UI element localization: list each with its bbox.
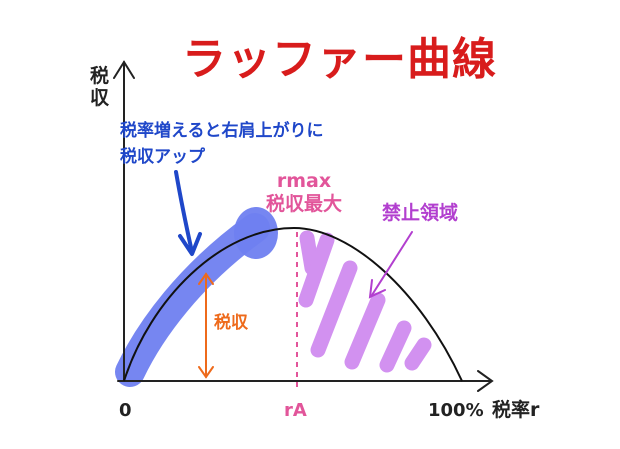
blue-note-arrow	[174, 170, 202, 256]
x-axis-label: 税率r	[492, 399, 540, 421]
x-tick-ra: rA	[284, 400, 307, 421]
laffer-curve	[123, 226, 463, 382]
revenue-label: 税収	[214, 313, 248, 333]
diagram-title: ラッファー曲線	[182, 34, 497, 85]
rising-band	[115, 213, 270, 387]
x-tick-hundred: 100%	[428, 400, 484, 421]
forbidden-arrow	[368, 231, 413, 299]
rmax-annotation: rmax 税収最大	[266, 170, 343, 215]
forbidden-zone-label: 禁止領域	[382, 202, 459, 224]
forbidden-zone-hatch	[298, 230, 432, 373]
x-axis-arrow	[477, 370, 494, 392]
y-axis-label: 税収	[90, 65, 110, 109]
x-tick-zero: 0	[119, 400, 132, 421]
axes	[113, 60, 494, 392]
revenue-arrow	[198, 272, 214, 379]
rising-annotation: 税率増えると右肩上がりに 税収アップ	[120, 121, 324, 168]
y-axis-arrow	[113, 60, 135, 79]
rising-band-blob	[234, 207, 278, 259]
